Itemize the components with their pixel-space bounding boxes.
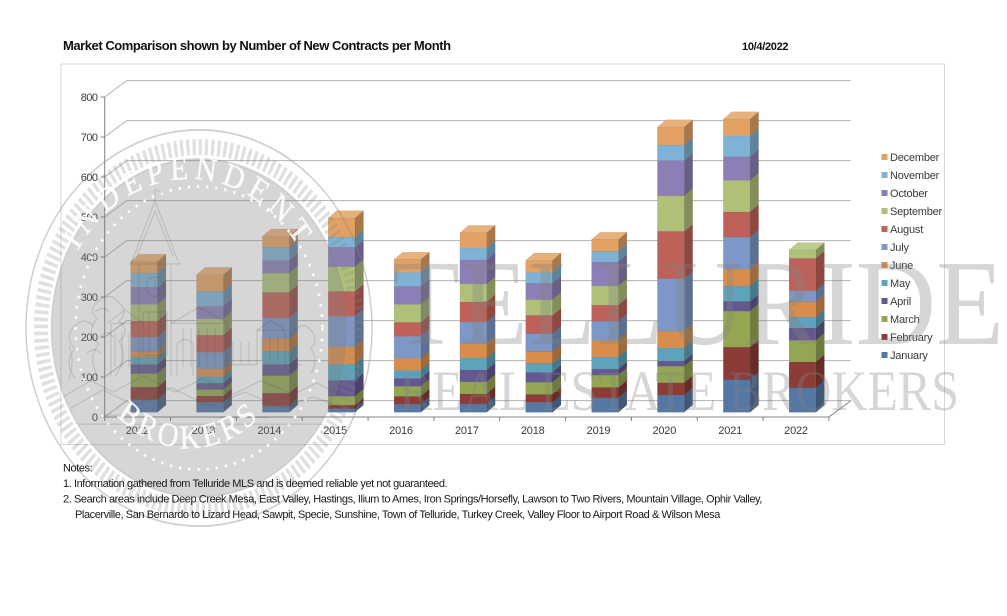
svg-text:July: July	[890, 242, 909, 254]
svg-text:2020: 2020	[652, 425, 676, 437]
svg-text:Notes:: Notes:	[63, 463, 93, 475]
svg-text:2015: 2015	[323, 425, 347, 437]
svg-text:0: 0	[92, 412, 98, 424]
svg-text:2018: 2018	[521, 425, 545, 437]
svg-text:2014: 2014	[257, 425, 281, 437]
svg-text:August: August	[890, 224, 923, 236]
svg-text:500: 500	[81, 212, 98, 224]
svg-text:2012: 2012	[126, 425, 150, 437]
svg-text:February: February	[890, 332, 933, 344]
svg-text:May: May	[890, 278, 911, 290]
svg-text:1. Information gathered from T: 1. Information gathered from Telluride M…	[63, 478, 448, 490]
svg-text:2016: 2016	[389, 425, 413, 437]
svg-text:November: November	[890, 170, 940, 182]
svg-text:200: 200	[81, 332, 98, 344]
svg-text:100: 100	[81, 372, 98, 384]
svg-text:April: April	[890, 296, 911, 308]
svg-text:January: January	[890, 350, 928, 362]
svg-text:2013: 2013	[192, 425, 216, 437]
svg-text:October: October	[890, 188, 928, 200]
svg-text:800: 800	[81, 92, 98, 104]
svg-text:2022: 2022	[784, 425, 808, 437]
svg-text:10/4/2022: 10/4/2022	[742, 41, 788, 53]
svg-text:June: June	[890, 260, 913, 272]
svg-text:September: September	[890, 206, 943, 218]
svg-text:March: March	[890, 314, 920, 326]
svg-text:400: 400	[81, 252, 98, 264]
svg-text:December: December	[890, 152, 940, 164]
svg-text:REAL ESTATE BROKERS: REAL ESTATE BROKERS	[399, 360, 959, 423]
svg-text:2. Search areas include Deep C: 2. Search areas include Deep Creek Mesa,…	[63, 494, 762, 506]
svg-text:TELLURIDE: TELLURIDE	[392, 236, 1004, 371]
svg-text:2019: 2019	[587, 425, 611, 437]
svg-text:600: 600	[81, 172, 98, 184]
svg-text:2017: 2017	[455, 425, 479, 437]
svg-text:Market Comparison shown by Num: Market Comparison shown by Number of New…	[63, 38, 451, 53]
svg-text:300: 300	[81, 292, 98, 304]
svg-text:Placerville, San Bernardo to L: Placerville, San Bernardo to Lizard Head…	[75, 509, 721, 521]
svg-text:2021: 2021	[718, 425, 742, 437]
svg-text:700: 700	[81, 132, 98, 144]
